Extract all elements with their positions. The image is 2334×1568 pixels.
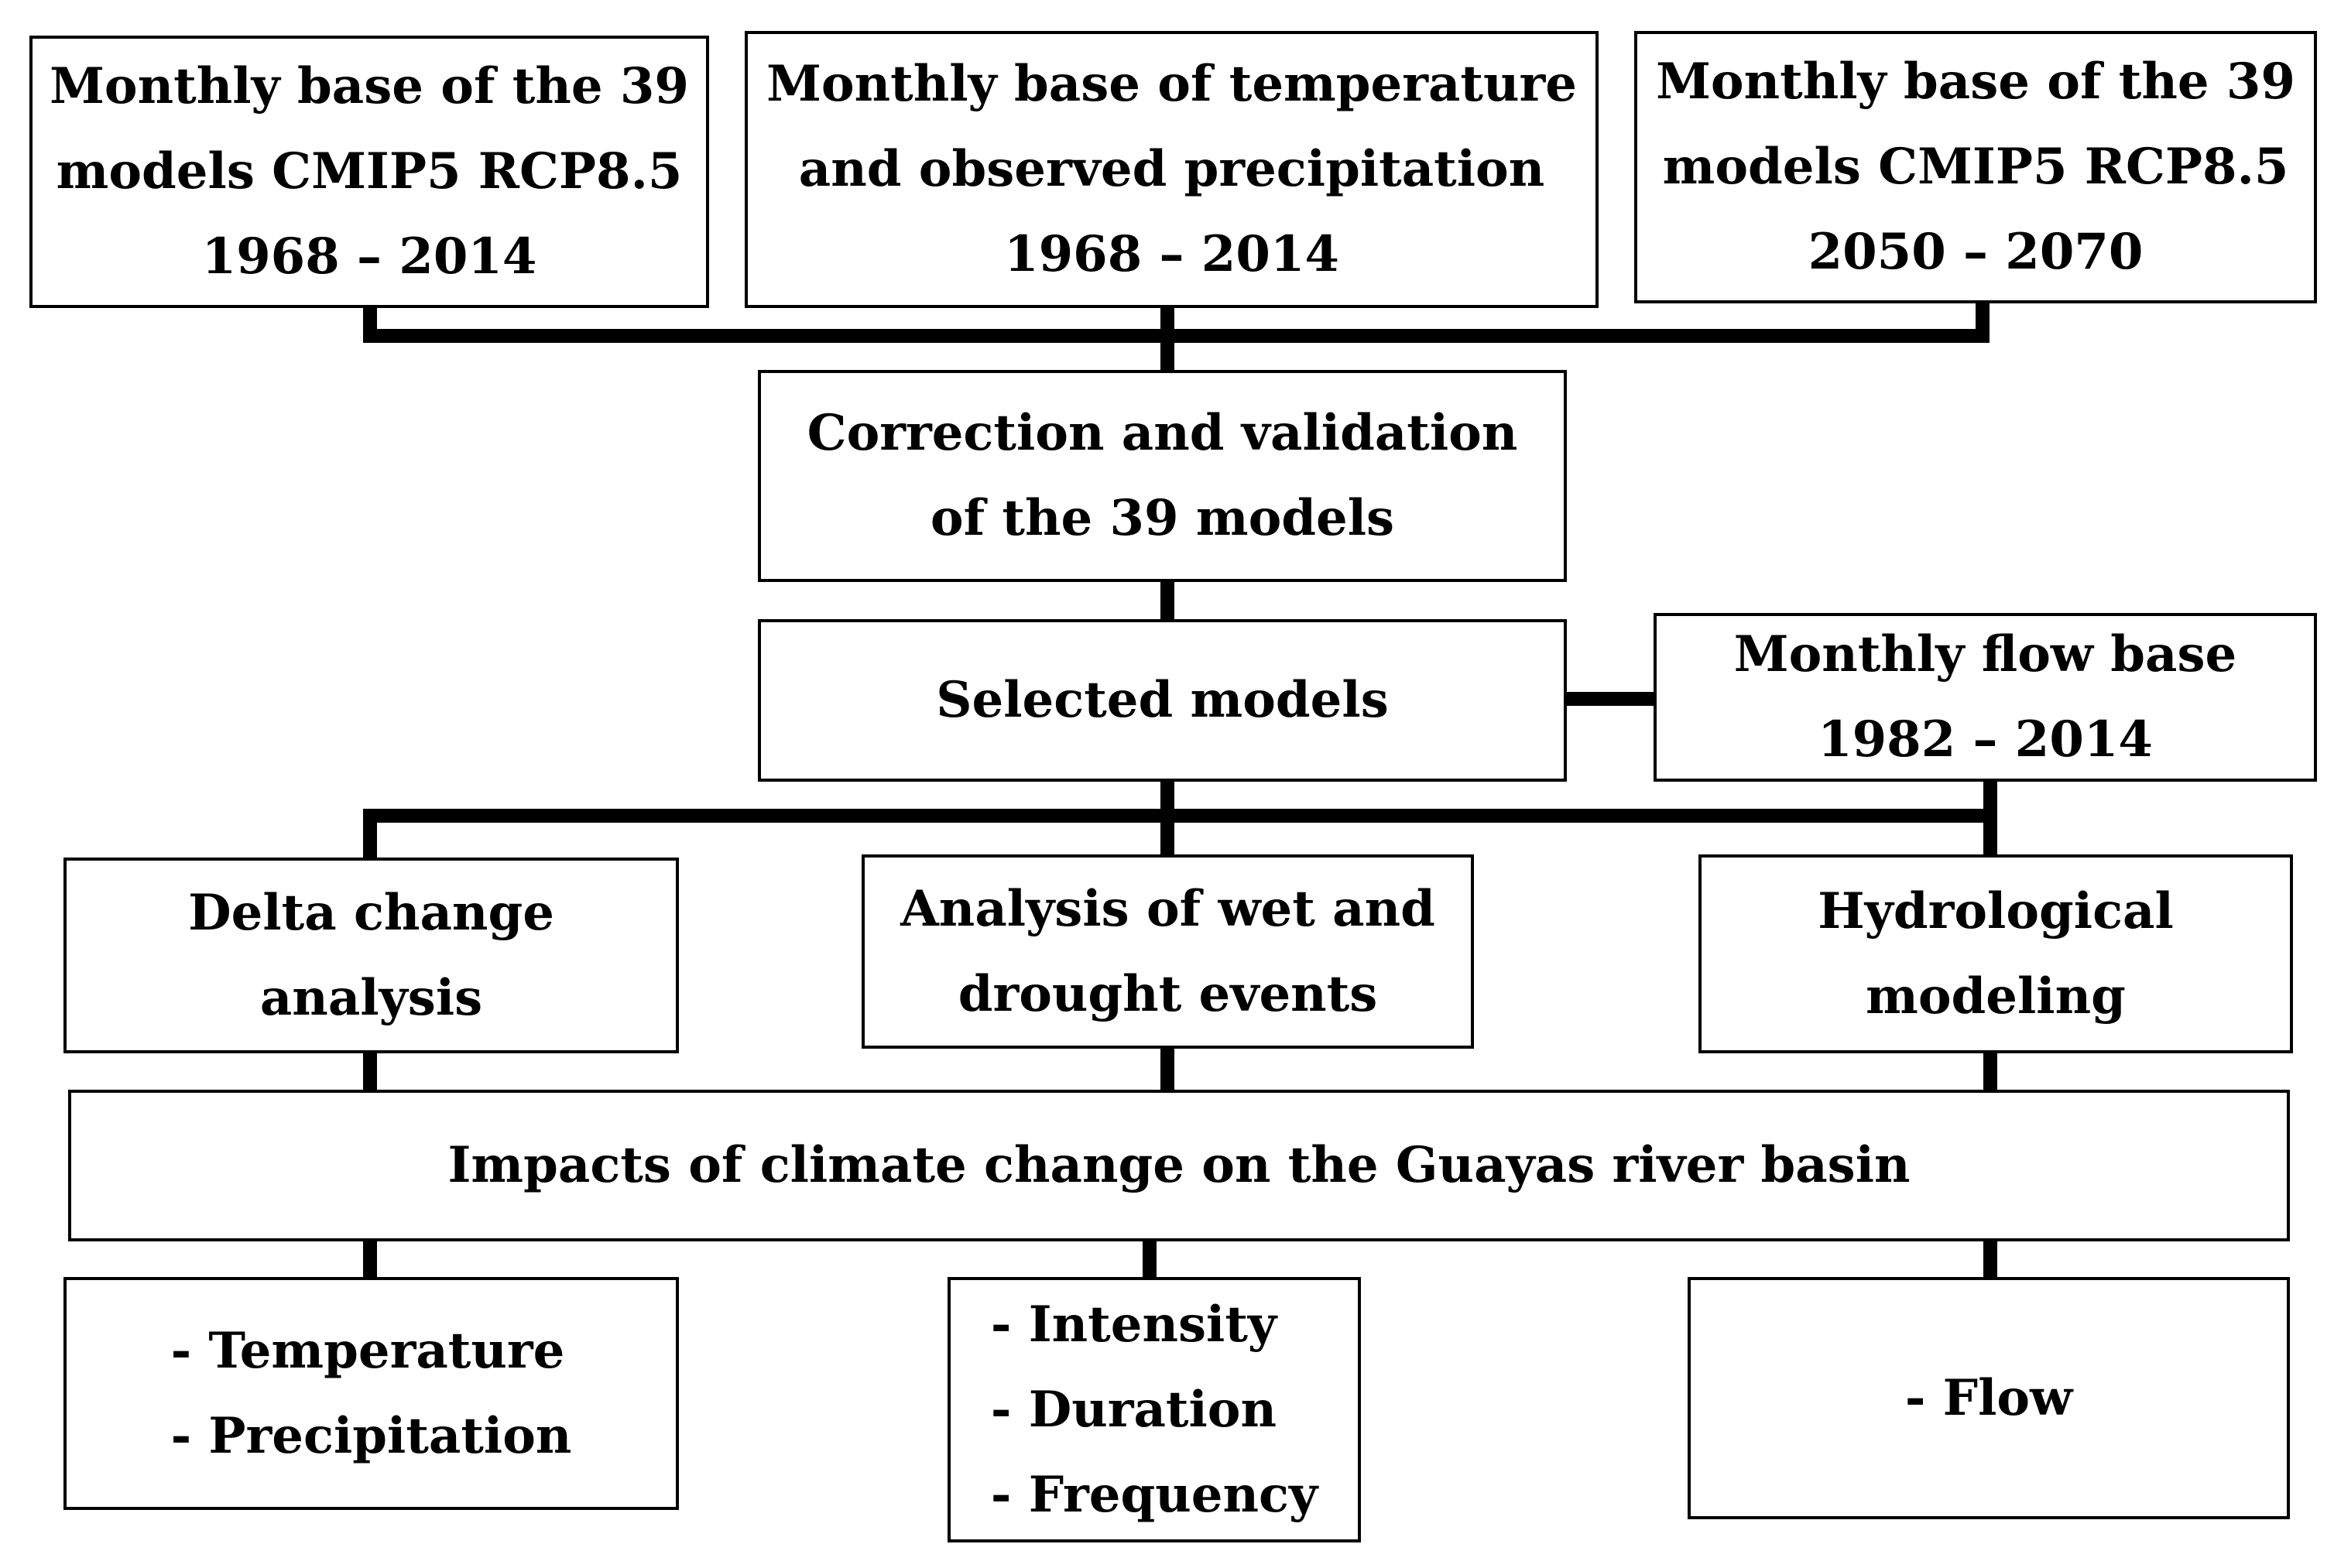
box-output-flow: - Flow <box>1688 1277 2290 1519</box>
box-cmip5-future: Monthly base of the 39 models CMIP5 RCP8… <box>1634 31 2317 303</box>
box-text-line: analysis <box>259 968 483 1027</box>
box-text-line: Monthly base of temperature <box>766 55 1577 113</box>
box-text-line: Impacts of climate change on the Guayas … <box>447 1136 1911 1194</box>
box-text-line: Correction and validation <box>807 404 1518 462</box>
box-text-line: Monthly flow base <box>1733 625 2237 683</box>
box-text-line: models CMIP5 RCP8.5 <box>56 142 683 200</box>
box-text-line: 1968 – 2014 <box>201 228 537 286</box>
box-text-line: 1982 – 2014 <box>1818 710 2153 769</box>
box-text-line: - Flow <box>1904 1368 2073 1427</box>
box-output-temperature-precipitation: - Temperature - Precipitation <box>63 1277 679 1510</box>
box-wet-drought-analysis: Analysis of wet and drought events <box>862 854 1474 1049</box>
box-text-line: 2050 – 2070 <box>1808 223 2144 281</box>
box-text-line: Monthly base of the 39 <box>1656 53 2295 111</box>
box-text-line: drought events <box>958 964 1378 1023</box>
box-text-line: - Intensity <box>990 1295 1277 1354</box>
box-text-line: Delta change <box>188 883 554 942</box>
box-text-line: 1968 – 2014 <box>1004 225 1339 283</box>
box-text-line: - Temperature <box>170 1321 565 1380</box>
box-text-line: - Precipitation <box>170 1406 572 1465</box>
box-climate-impacts: Impacts of climate change on the Guayas … <box>68 1090 2290 1241</box>
box-text-line: Monthly base of the 39 <box>50 57 689 115</box>
box-cmip5-historical: Monthly base of the 39 models CMIP5 RCP8… <box>29 36 709 308</box>
box-text-line: models CMIP5 RCP8.5 <box>1662 138 2289 196</box>
box-delta-change: Delta change analysis <box>63 858 679 1053</box>
box-text-line: and observed precipitation <box>798 140 1545 198</box>
box-text-line: of the 39 models <box>930 489 1395 547</box>
box-text-line: Hydrological <box>1818 882 2174 940</box>
box-hydrological-modeling: Hydrological modeling <box>1698 854 2293 1053</box>
box-text-line: Selected models <box>936 671 1389 729</box>
box-correction-validation: Correction and validation of the 39 mode… <box>758 370 1567 582</box>
box-text-line: - Frequency <box>990 1465 1318 1524</box>
box-text-line: Analysis of wet and <box>900 879 1435 938</box>
box-observed-data: Monthly base of temperature and observed… <box>745 31 1599 308</box>
box-output-event-metrics: - Intensity - Duration - Frequency <box>948 1277 1361 1542</box>
box-text-line: modeling <box>1866 967 2126 1025</box>
box-monthly-flow-base: Monthly flow base 1982 – 2014 <box>1654 613 2317 782</box>
box-text-line: - Duration <box>990 1380 1277 1439</box>
box-selected-models: Selected models <box>758 619 1567 782</box>
